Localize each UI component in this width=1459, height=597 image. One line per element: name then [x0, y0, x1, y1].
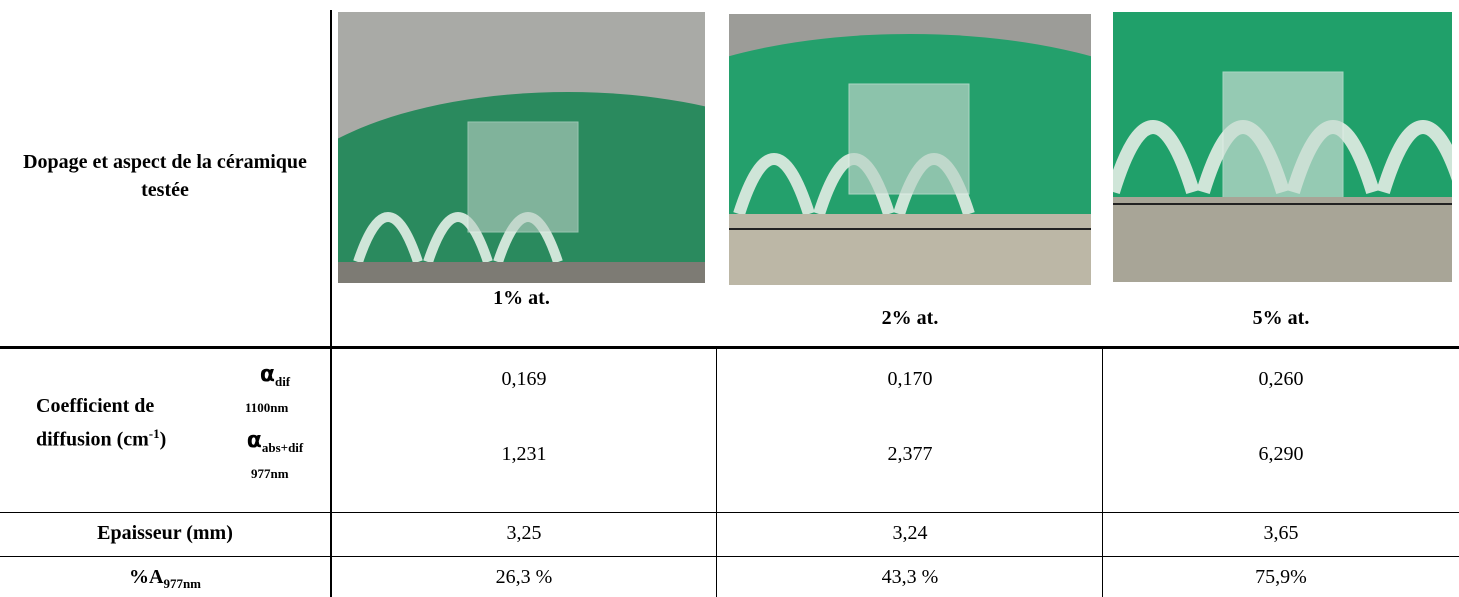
value-cell: 26,3 % [495, 566, 553, 588]
row-line [0, 512, 1459, 513]
sample-photo [1113, 12, 1452, 282]
value-cell: 2,377 [887, 443, 933, 465]
subscript: 977nm [163, 576, 201, 591]
label-text: %A [128, 566, 164, 588]
header-label: Dopage et aspect de la céramique testée [23, 151, 307, 201]
value-cell: 3,24 [892, 522, 928, 544]
value-cell: 6,290 [1258, 443, 1304, 465]
thickness-label: Epaisseur (mm) [97, 522, 233, 544]
value-cell: 0,260 [1258, 368, 1304, 390]
alpha-label: αdif [220, 362, 330, 390]
row-line [0, 346, 1459, 349]
value-cell: 1,231 [501, 443, 547, 465]
coefficient-label: Coefficient de diffusion (cm-1) [36, 392, 206, 454]
column-line [1102, 348, 1103, 597]
value-cell: 75,9% [1255, 566, 1307, 588]
label-text: ) [159, 428, 167, 451]
symbol: α [259, 362, 275, 387]
sample-photo [338, 12, 705, 283]
column-line [330, 10, 332, 597]
sample-photo [729, 14, 1091, 285]
exponent: -1 [148, 426, 160, 441]
sample-label: 2% at. [881, 307, 939, 329]
label-text: Coefficient de diffusion (cm [36, 395, 155, 451]
value-cell: 43,3 % [881, 566, 939, 588]
value-cell: 0,170 [887, 368, 933, 390]
column-line [716, 348, 717, 597]
alpha-label: αabs+dif [220, 428, 330, 456]
wavelength: 1100nm [245, 400, 289, 415]
wavelength: 977nm [251, 466, 289, 481]
row-line [0, 556, 1459, 557]
absorption-label: %A977nm [0, 566, 330, 592]
symbol: α [246, 428, 262, 453]
sample-label: 5% at. [1252, 307, 1310, 329]
sample-label: 1% at. [493, 287, 550, 309]
value-cell: 0,169 [501, 368, 547, 390]
subscript: abs+dif [261, 440, 304, 455]
value-cell: 3,25 [506, 522, 542, 544]
subscript: dif [274, 374, 291, 389]
value-cell: 3,65 [1263, 522, 1299, 544]
